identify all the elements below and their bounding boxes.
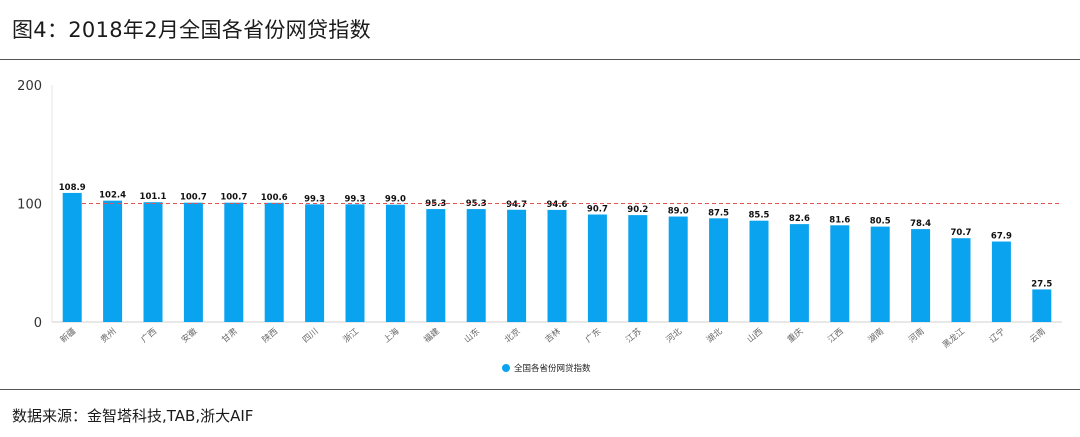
data-label: 108.9 — [59, 183, 86, 193]
x-tick-label: 浙江 — [341, 326, 361, 346]
bar — [1032, 289, 1052, 322]
x-tick-label: 湖南 — [866, 326, 886, 345]
bar — [587, 214, 607, 322]
bar — [345, 204, 365, 322]
data-label: 70.7 — [951, 228, 972, 238]
data-label: 90.2 — [627, 205, 648, 215]
bar — [547, 209, 567, 322]
legend-marker — [502, 364, 510, 372]
x-tick-label: 吉林 — [543, 326, 563, 346]
data-label: 99.3 — [345, 194, 366, 204]
data-label: 100.7 — [180, 193, 207, 203]
bottom-divider — [0, 389, 1080, 390]
bar — [668, 216, 688, 322]
bar — [224, 202, 244, 322]
x-tick-label: 山西 — [745, 326, 765, 345]
bar — [62, 192, 82, 322]
data-label: 99.3 — [304, 194, 325, 204]
data-label: 67.9 — [991, 232, 1012, 242]
x-tick-label: 新疆 — [58, 326, 78, 346]
x-tick-label: 福建 — [422, 326, 442, 346]
bar — [385, 204, 405, 322]
x-tick-label: 山东 — [462, 326, 482, 345]
x-tick-label: 云南 — [1028, 326, 1048, 345]
bar — [103, 200, 123, 322]
data-label: 85.5 — [749, 211, 770, 221]
data-label: 102.4 — [99, 191, 126, 201]
x-tick-label: 重庆 — [785, 326, 805, 346]
data-label: 90.7 — [587, 205, 608, 215]
x-tick-label: 广西 — [139, 326, 159, 345]
bar — [870, 226, 890, 322]
x-tick-label: 甘肃 — [220, 326, 240, 346]
figure-title: 图4：2018年2月全国各省份网贷指数 — [12, 18, 371, 42]
bar — [709, 218, 729, 322]
bar — [305, 204, 325, 322]
bar — [991, 241, 1011, 322]
bar — [426, 209, 446, 322]
bar — [466, 209, 486, 322]
x-tick-label: 河南 — [906, 326, 926, 345]
data-label: 80.5 — [870, 217, 891, 227]
x-tick-label: 江西 — [826, 327, 845, 346]
bar — [830, 225, 850, 322]
bar-chart: 0 100 200 108.9 新疆 102.4 贵州 101.1 广西 100.7 安徽 100.7… — [17, 79, 1062, 374]
data-label: 95.3 — [466, 199, 487, 209]
bar — [264, 202, 284, 322]
x-tick-label: 江苏 — [624, 326, 644, 346]
top-divider — [0, 59, 1080, 60]
data-label: 89.0 — [668, 207, 689, 217]
x-tick-label: 辽宁 — [987, 326, 1007, 345]
x-tick-label: 河北 — [664, 326, 684, 346]
data-label: 82.6 — [789, 214, 810, 224]
x-tick-label: 陕西 — [260, 326, 280, 345]
bar — [951, 238, 971, 322]
x-tick-label: 上海 — [381, 326, 401, 346]
x-tick-label: 贵州 — [98, 326, 118, 345]
bar — [749, 220, 769, 322]
x-tick-label: 湖北 — [705, 326, 725, 345]
data-label: 95.3 — [425, 199, 446, 209]
bar — [143, 202, 163, 322]
legend-label: 全国各省份网贷指数 — [514, 363, 591, 374]
bar — [789, 224, 809, 322]
bar — [183, 202, 203, 322]
data-label: 27.5 — [1031, 279, 1052, 289]
data-label: 100.7 — [220, 193, 247, 203]
data-source-note: 数据来源：金智塔科技,TAB,浙大AIF — [12, 407, 254, 425]
bar — [628, 215, 648, 322]
x-tick-label: 广东 — [583, 326, 603, 345]
y-tick-label: 100 — [17, 198, 42, 213]
x-tick-label: 四川 — [301, 327, 320, 346]
bar — [911, 229, 931, 322]
data-label: 87.5 — [708, 208, 729, 218]
x-tick-label: 安徽 — [179, 326, 199, 346]
data-label: 94.6 — [547, 200, 568, 210]
data-label: 94.7 — [506, 200, 527, 210]
data-label: 100.6 — [261, 193, 288, 203]
y-tick-label: 200 — [17, 79, 42, 94]
x-tick-label: 北京 — [502, 326, 522, 345]
data-label: 78.4 — [910, 219, 931, 229]
x-tick-label: 黑龙江 — [940, 326, 967, 351]
data-label: 101.1 — [140, 192, 167, 202]
data-label: 81.6 — [829, 215, 850, 225]
bar — [507, 209, 527, 322]
data-label: 99.0 — [385, 195, 406, 205]
y-tick-label: 0 — [34, 316, 42, 331]
